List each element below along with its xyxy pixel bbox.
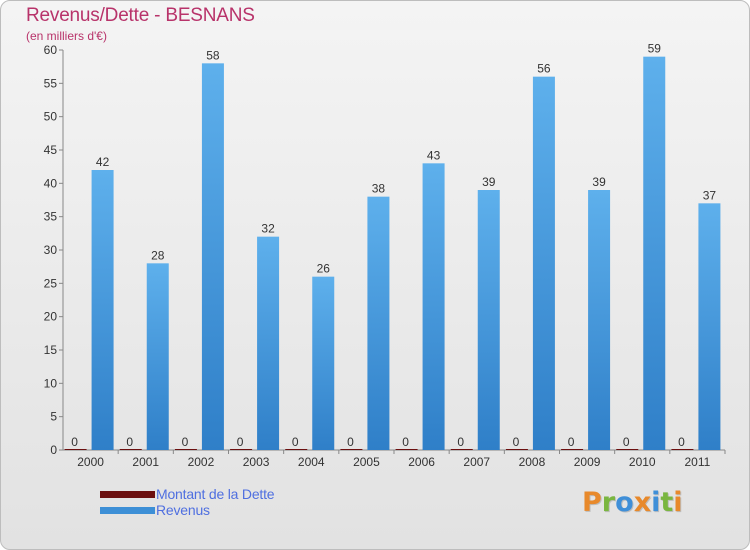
- data-label-dette: 0: [126, 435, 133, 449]
- x-tick-label: 2010: [629, 455, 656, 469]
- data-label-dette: 0: [347, 435, 354, 449]
- bar-dette: [119, 449, 142, 450]
- chart-title: Revenus/Dette - BESNANS: [26, 5, 255, 26]
- data-label-dette: 0: [237, 435, 244, 449]
- bar-revenus: [422, 163, 445, 451]
- data-label-revenus: 42: [96, 155, 110, 169]
- proxiti-logo: Proxiti: [582, 487, 683, 518]
- data-label-dette: 0: [457, 435, 464, 449]
- bar-dette: [230, 449, 253, 450]
- bar-dette: [285, 449, 308, 450]
- legend-item-dette: Montant de la Dette: [100, 486, 275, 502]
- logo-letter: t: [660, 487, 674, 518]
- bar-revenus: [698, 203, 721, 450]
- logo-letter: i: [651, 487, 661, 518]
- data-label-revenus: 32: [261, 222, 275, 236]
- data-label-revenus: 26: [317, 262, 331, 276]
- logo-letter: P: [582, 487, 602, 518]
- y-tick-label: 0: [50, 443, 57, 457]
- data-label-dette: 0: [402, 435, 409, 449]
- x-tick-label: 2007: [463, 455, 490, 469]
- logo-letter: i: [673, 487, 683, 518]
- bar-revenus: [312, 276, 335, 450]
- bar-dette: [561, 449, 584, 450]
- bar-dette: [505, 449, 528, 450]
- bar-revenus: [91, 170, 114, 450]
- y-tick-label: 15: [44, 343, 58, 357]
- data-label-revenus: 43: [427, 148, 441, 162]
- legend-label-revenus: Revenus: [156, 502, 210, 518]
- x-tick-label: 2004: [298, 455, 325, 469]
- x-tick-label: 2008: [519, 455, 546, 469]
- y-tick-label: 60: [44, 43, 58, 57]
- y-tick-label: 20: [44, 310, 58, 324]
- bar-revenus: [643, 56, 666, 451]
- bar-dette: [340, 449, 363, 450]
- bar-revenus: [477, 190, 500, 450]
- logo-letter: r: [601, 487, 616, 518]
- y-tick-label: 45: [44, 143, 58, 157]
- x-tick-label: 2006: [408, 455, 435, 469]
- data-label-revenus: 58: [206, 48, 220, 62]
- x-tick-label: 2003: [243, 455, 270, 469]
- logo-letter: o: [615, 487, 634, 518]
- data-label-revenus: 39: [482, 175, 496, 189]
- y-tick-label: 5: [50, 410, 57, 424]
- y-tick-label: 10: [44, 376, 58, 390]
- chart-subtitle: (en milliers d'€): [26, 29, 107, 43]
- y-tick-label: 30: [44, 243, 58, 257]
- y-tick-label: 25: [44, 276, 58, 290]
- y-tick-label: 50: [44, 110, 58, 124]
- legend-item-revenus: Revenus: [100, 502, 274, 518]
- bar-revenus: [257, 236, 280, 450]
- data-label-dette: 0: [623, 435, 630, 449]
- data-label-dette: 0: [678, 435, 685, 449]
- data-label-revenus: 39: [592, 175, 606, 189]
- bar-dette: [616, 449, 639, 450]
- data-label-revenus: 38: [372, 182, 386, 196]
- data-label-revenus: 59: [648, 42, 662, 56]
- bar-revenus: [588, 190, 611, 450]
- bar-dette: [395, 449, 418, 450]
- data-label-revenus: 56: [537, 62, 551, 76]
- data-label-revenus: 28: [151, 248, 165, 262]
- data-label-revenus: 37: [703, 188, 717, 202]
- y-tick-label: 40: [44, 176, 58, 190]
- chart-legend: Montant de la Dette Revenus: [100, 486, 275, 518]
- x-tick-label: 2001: [132, 455, 159, 469]
- y-tick-label: 35: [44, 210, 58, 224]
- x-tick-label: 2000: [77, 455, 104, 469]
- bar-revenus: [532, 76, 555, 451]
- x-tick-label: 2009: [574, 455, 601, 469]
- bar-revenus: [201, 63, 224, 450]
- bar-revenus: [146, 263, 169, 450]
- x-tick-label: 2002: [188, 455, 215, 469]
- legend-swatch-dette: [100, 490, 155, 498]
- legend-label-dette: Montant de la Dette: [156, 486, 275, 502]
- y-tick-label: 55: [44, 76, 58, 90]
- data-label-dette: 0: [71, 435, 78, 449]
- data-label-dette: 0: [568, 435, 575, 449]
- bar-dette: [450, 449, 473, 450]
- x-tick-label: 2011: [685, 455, 711, 469]
- data-label-dette: 0: [513, 435, 520, 449]
- logo-letter: x: [633, 487, 652, 518]
- x-tick-label: 2005: [353, 455, 380, 469]
- bar-revenus: [367, 196, 390, 450]
- bar-dette: [671, 449, 694, 450]
- bar-dette: [64, 449, 87, 450]
- data-label-dette: 0: [292, 435, 299, 449]
- legend-swatch-revenus: [100, 506, 155, 514]
- bar-dette: [174, 449, 197, 450]
- data-label-dette: 0: [182, 435, 189, 449]
